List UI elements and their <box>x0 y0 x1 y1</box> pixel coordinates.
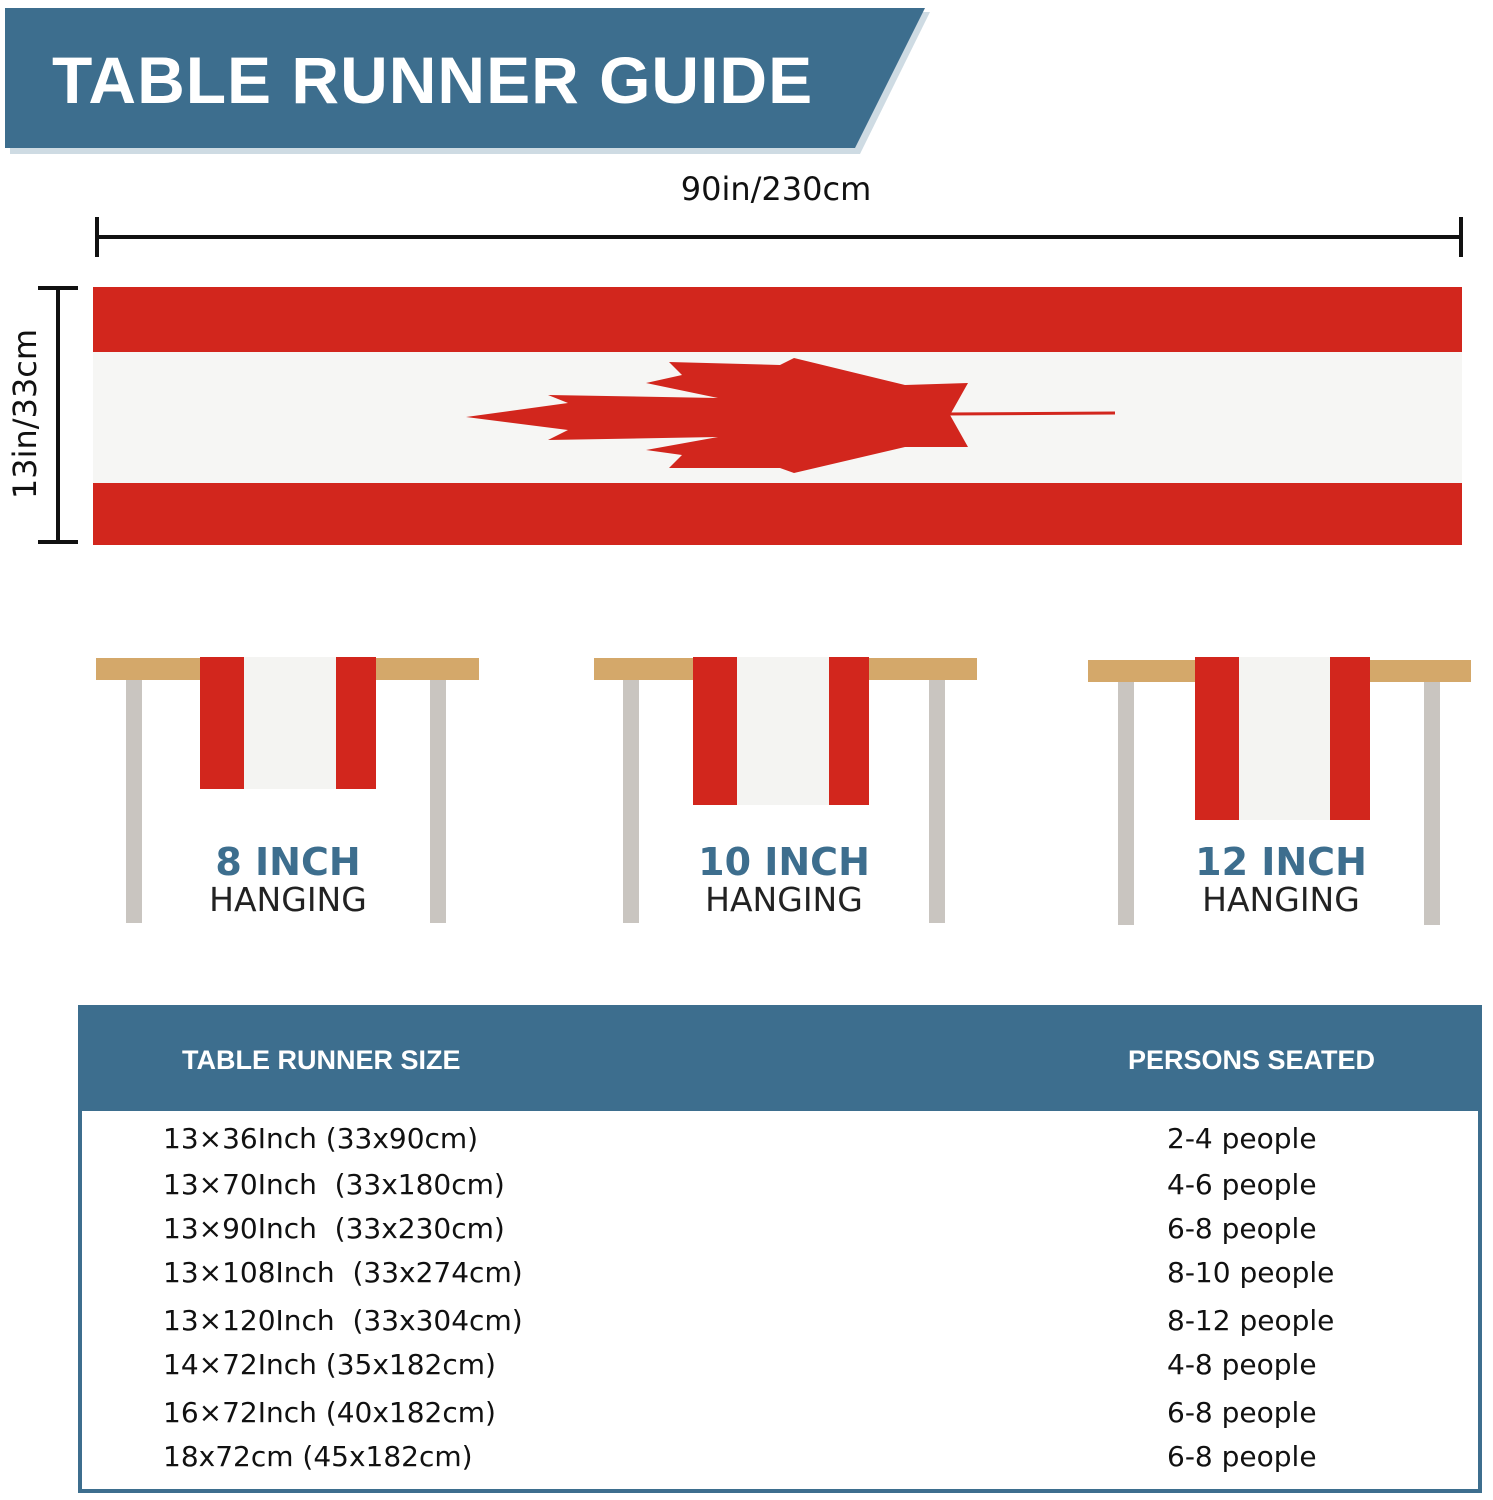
size-cell: 13×108Inch (33x274cm) <box>163 1256 523 1289</box>
table-row: 13×36Inch (33x90cm) 2-4 people <box>82 1122 1478 1162</box>
table-row: 13×120Inch (33x304cm) 8-12 people <box>82 1304 1478 1344</box>
page-title: TABLE RUNNER GUIDE <box>52 43 814 117</box>
table-row: 16×72Inch (40x182cm) 6-8 people <box>82 1396 1478 1436</box>
persons-cell: 4-8 people <box>1167 1348 1317 1381</box>
size-cell: 18x72cm (45x182cm) <box>163 1440 473 1473</box>
size-cell: 13×36Inch (33x90cm) <box>163 1122 479 1155</box>
hanging-size-label: 10 INCH <box>698 840 870 884</box>
persons-cell: 4-6 people <box>1167 1168 1317 1201</box>
column-header-size: TABLE RUNNER SIZE <box>182 1045 461 1075</box>
size-cell: 13×90Inch (33x230cm) <box>163 1212 505 1245</box>
table-row: 14×72Inch (35x182cm) 4-8 people <box>82 1348 1478 1388</box>
flag-runner-image <box>93 287 1462 545</box>
table-8-inch <box>96 657 479 923</box>
table-12-inch <box>1088 657 1471 925</box>
persons-cell: 8-12 people <box>1167 1304 1335 1337</box>
title-banner <box>5 8 930 154</box>
size-cell: 16×72Inch (40x182cm) <box>163 1396 496 1429</box>
size-cell: 13×120Inch (33x304cm) <box>163 1304 523 1337</box>
table-row: 13×108Inch (33x274cm) 8-10 people <box>82 1256 1478 1296</box>
size-table: TABLE RUNNER SIZE PERSONS SEATED 13×36In… <box>78 1005 1482 1493</box>
table-row: 13×70Inch (33x180cm) 4-6 people <box>82 1168 1478 1208</box>
maple-leaf-icon <box>466 358 968 473</box>
table-row: 18x72cm (45x182cm) 6-8 people <box>82 1440 1478 1480</box>
hanging-label: HANGING <box>705 880 863 919</box>
persons-cell: 6-8 people <box>1167 1396 1317 1429</box>
persons-cell: 6-8 people <box>1167 1440 1317 1473</box>
persons-cell: 2-4 people <box>1167 1122 1317 1155</box>
persons-cell: 8-10 people <box>1167 1256 1335 1289</box>
hanging-label: HANGING <box>1202 880 1360 919</box>
size-cell: 14×72Inch (35x182cm) <box>163 1348 496 1381</box>
table-row: 13×90Inch (33x230cm) 6-8 people <box>82 1212 1478 1252</box>
hanging-size-label: 8 INCH <box>215 840 361 884</box>
width-dimension-label: 90in/230cm <box>680 170 872 208</box>
column-header-persons: PERSONS SEATED <box>1128 1045 1376 1075</box>
dimension-lines <box>38 217 1463 544</box>
table-header: TABLE RUNNER SIZE PERSONS SEATED <box>82 1009 1478 1111</box>
hanging-size-label: 12 INCH <box>1195 840 1367 884</box>
size-cell: 13×70Inch (33x180cm) <box>163 1168 505 1201</box>
hanging-label: HANGING <box>209 880 367 919</box>
hanging-illustrations <box>96 657 1471 925</box>
table-10-inch <box>594 657 977 923</box>
persons-cell: 6-8 people <box>1167 1212 1317 1245</box>
